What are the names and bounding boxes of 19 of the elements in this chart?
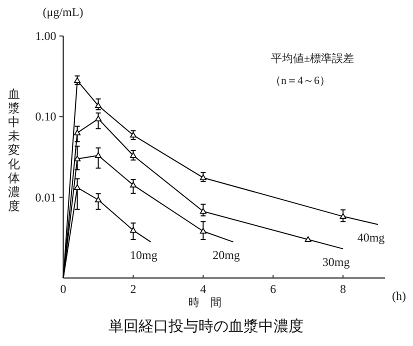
- x-tick-label: 2: [130, 282, 136, 296]
- text: 単回経口投与時の血漿中濃度: [108, 318, 304, 335]
- series-label: 30mg: [322, 254, 350, 269]
- x-tick-label: 6: [270, 282, 276, 296]
- text: (μg/mL): [42, 5, 84, 19]
- x-axis-title: 時 間: [188, 296, 222, 309]
- text: (h): [392, 289, 406, 303]
- x-tick-label: 0: [60, 282, 66, 296]
- y-tick-label: 0.10: [35, 110, 56, 124]
- series-label: 40mg: [357, 230, 385, 245]
- series-label: 10mg: [130, 248, 158, 262]
- series-label: 20mg: [212, 248, 240, 262]
- text: 血漿中未変化体濃度: [8, 87, 20, 213]
- x-tick-label: 8: [340, 282, 346, 296]
- y-tick-label: 1.00: [35, 29, 56, 43]
- annotation: 平均値±標準誤差: [271, 52, 354, 65]
- x-tick-label: 4: [200, 282, 206, 296]
- y-tick-label: 0.01: [35, 190, 56, 204]
- annotation: （n＝4～6）: [270, 75, 330, 87]
